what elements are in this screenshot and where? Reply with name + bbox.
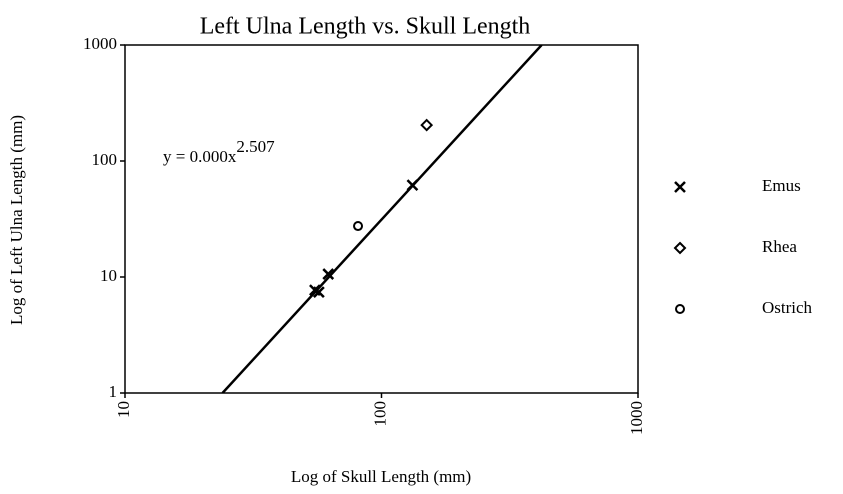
- point: [312, 286, 325, 299]
- point: [353, 221, 364, 232]
- y-tick-label: 100: [92, 150, 118, 169]
- marker-shape: [674, 181, 686, 193]
- point: [322, 268, 335, 280]
- y-axis-label: Log of Left Ulna Length (mm): [7, 115, 26, 325]
- x-tick-label: 10: [114, 401, 133, 418]
- legend-marker: [673, 241, 687, 255]
- y-tick-label: 1000: [83, 34, 117, 53]
- legend-marker: [674, 181, 686, 193]
- legend-marker: [675, 304, 685, 314]
- legend-label: Rhea: [762, 237, 797, 256]
- x-axis-label: Log of Skull Length (mm): [291, 467, 471, 486]
- equation-text: y = 0.000x: [163, 147, 237, 166]
- marker-shape: [675, 304, 685, 314]
- marker-shape: [353, 221, 364, 232]
- y-tick-label: 10: [100, 266, 117, 285]
- equation: y = 0.000x2.507: [163, 137, 275, 166]
- marker-shape: [420, 118, 434, 132]
- marker-shape: [322, 268, 335, 280]
- point: [420, 118, 434, 132]
- y-tick-label: 1: [109, 382, 118, 401]
- chart-title: Left Ulna Length vs. Skull Length: [200, 14, 531, 40]
- marker-shape: [312, 286, 325, 299]
- legend-label: Ostrich: [762, 298, 813, 317]
- x-tick-label: 100: [370, 401, 389, 427]
- legend-label: Emus: [762, 176, 801, 195]
- trendline: [221, 45, 543, 393]
- equation-exponent: 2.507: [236, 137, 275, 156]
- marker-shape: [406, 179, 419, 191]
- x-tick-label: 1000: [627, 401, 646, 435]
- marker-shape: [673, 241, 687, 255]
- point: [406, 179, 419, 191]
